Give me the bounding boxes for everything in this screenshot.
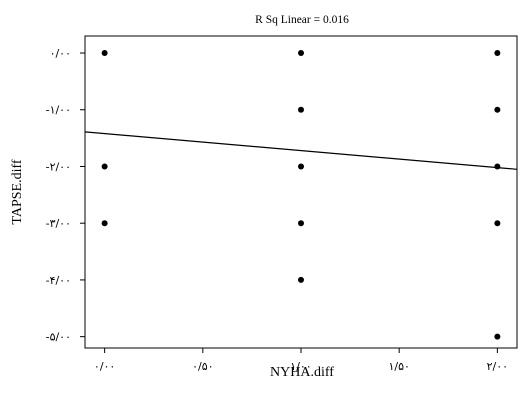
y-tick-label: ۰/۰۰ bbox=[50, 47, 71, 60]
axis-ticks: ۰/۰۰ ۰/۵۰ ۱/۰۰ ۱/۵۰ ۲/۰۰ ۰/۰۰ -۱/۰۰ -۲/۰۰ -۳/۰۰ -… bbox=[46, 47, 508, 373]
x-tick-label: ۰/۵۰ bbox=[192, 360, 213, 373]
data-point bbox=[298, 276, 304, 283]
data-point bbox=[494, 333, 501, 340]
chart-title: R Sq Linear = 0.016 bbox=[255, 14, 349, 26]
data-point bbox=[298, 220, 304, 227]
plot-frame bbox=[84, 35, 518, 349]
data-point bbox=[298, 106, 304, 113]
x-tick-label: ۱/۰۰ bbox=[290, 360, 311, 373]
y-tick-label: -۱/۰۰ bbox=[46, 104, 71, 117]
x-tick-label: ۱/۵۰ bbox=[388, 360, 409, 373]
data-point bbox=[101, 50, 108, 57]
data-point bbox=[494, 220, 501, 227]
y-axis-label: TAPSE.diff bbox=[10, 159, 25, 224]
y-tick-label: -۴/۰۰ bbox=[46, 274, 71, 287]
data-point bbox=[494, 106, 501, 113]
data-point bbox=[101, 220, 108, 227]
x-tick-label: ۲/۰۰ bbox=[487, 360, 508, 373]
data-point bbox=[298, 50, 304, 57]
x-tick-label: ۰/۰۰ bbox=[94, 360, 115, 373]
data-point bbox=[494, 50, 501, 57]
data-point bbox=[494, 163, 501, 170]
linear-fit-line bbox=[84, 131, 518, 170]
x-axis-label: NYHA.diff bbox=[270, 365, 334, 380]
data-points bbox=[101, 50, 501, 340]
data-point bbox=[298, 163, 304, 170]
y-tick-label: -۲/۰۰ bbox=[46, 160, 71, 173]
y-tick-label: -۵/۰۰ bbox=[46, 331, 71, 344]
fit-line-group bbox=[84, 131, 518, 170]
y-tick-label: -۳/۰۰ bbox=[46, 217, 71, 230]
data-point bbox=[101, 163, 108, 170]
